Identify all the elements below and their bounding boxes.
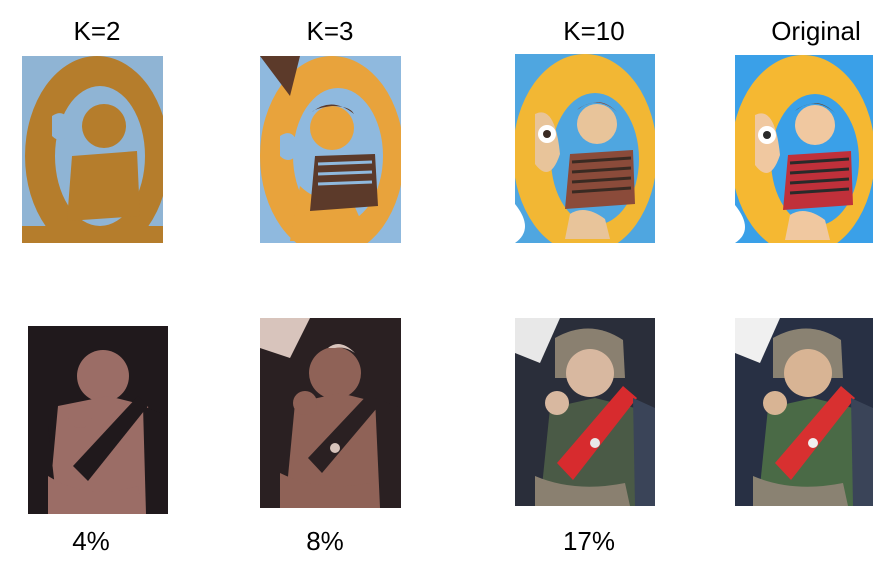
row2-k3-image <box>260 318 401 508</box>
percentage-k2: 4% <box>72 526 110 556</box>
row1-k3-image <box>260 56 401 243</box>
percentage-k10: 17% <box>562 526 616 556</box>
row2-original-graphic <box>735 318 873 506</box>
row1-k3-graphic <box>260 56 401 243</box>
row1-original-graphic <box>735 55 873 243</box>
row2-k10-graphic <box>515 318 655 506</box>
row1-k10-image <box>515 54 655 243</box>
row2-k2-image <box>28 326 168 514</box>
row2-k10-image <box>515 318 655 506</box>
row1-original-image <box>735 55 873 243</box>
column-label-original: Original <box>771 16 861 46</box>
row2-original-image <box>735 318 873 506</box>
column-label-k10: K=10 <box>563 16 625 46</box>
row1-k10-graphic <box>515 54 655 243</box>
row2-k3-graphic <box>260 318 401 508</box>
column-label-k3: K=3 <box>306 16 354 46</box>
row1-k2-graphic <box>22 56 163 243</box>
row2-k2-graphic <box>28 326 168 514</box>
column-label-k2: K=2 <box>73 16 121 46</box>
row1-k2-image <box>22 56 163 243</box>
percentage-k3: 8% <box>306 526 344 556</box>
